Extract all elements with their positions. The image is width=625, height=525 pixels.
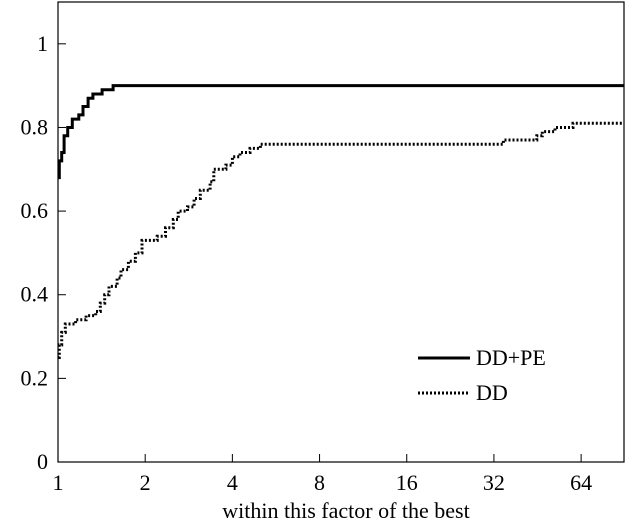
plot-frame <box>57 1 625 463</box>
x-tick-label: 32 <box>483 470 505 495</box>
legend-label-dd: DD <box>476 380 508 405</box>
y-tick-label: 0.8 <box>21 114 49 139</box>
x-tick-label: 4 <box>227 470 238 495</box>
x-tick-label: 2 <box>140 470 151 495</box>
axis-ticks: 1 2 4 8 16 32 64 0 0.2 0.4 0.6 0.8 1 <box>21 31 593 495</box>
y-tick-label: 0.6 <box>21 198 49 223</box>
x-tick-label: 1 <box>53 470 64 495</box>
x-tick-label: 64 <box>570 470 592 495</box>
legend: DD+PE DD <box>418 345 546 405</box>
legend-label-dd-pe: DD+PE <box>476 345 546 370</box>
x-tick-label: 16 <box>396 470 418 495</box>
series-layer <box>57 84 624 359</box>
y-tick-label: 0 <box>37 449 48 474</box>
x-axis-label: within this factor of the best <box>222 498 469 523</box>
series-line-dd <box>57 121 624 359</box>
y-tick-label: 1 <box>37 31 48 56</box>
x-tick-label: 8 <box>314 470 325 495</box>
y-tick-label: 0.2 <box>21 365 49 390</box>
y-tick-label: 0.4 <box>21 282 49 307</box>
series-line-dd-pe <box>57 84 624 180</box>
